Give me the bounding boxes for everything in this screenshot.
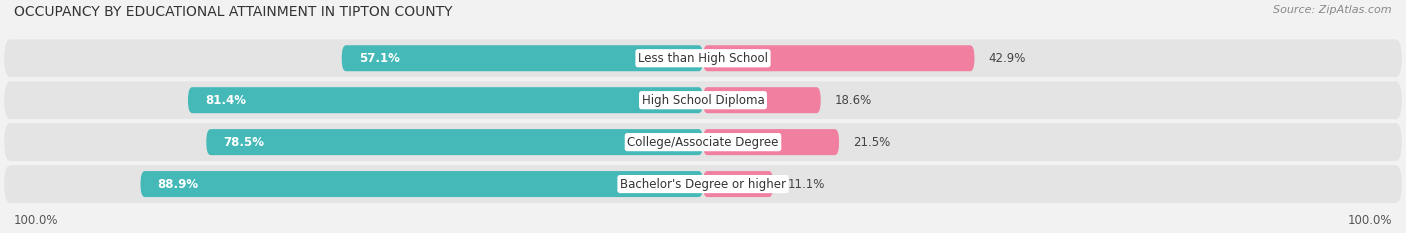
Text: 81.4%: 81.4% bbox=[205, 94, 246, 107]
FancyBboxPatch shape bbox=[4, 81, 1402, 119]
Text: 100.0%: 100.0% bbox=[14, 214, 59, 227]
Text: College/Associate Degree: College/Associate Degree bbox=[627, 136, 779, 149]
Text: 88.9%: 88.9% bbox=[157, 178, 198, 191]
FancyBboxPatch shape bbox=[703, 45, 974, 71]
Text: OCCUPANCY BY EDUCATIONAL ATTAINMENT IN TIPTON COUNTY: OCCUPANCY BY EDUCATIONAL ATTAINMENT IN T… bbox=[14, 5, 453, 19]
Text: 11.1%: 11.1% bbox=[787, 178, 825, 191]
FancyBboxPatch shape bbox=[141, 171, 703, 197]
FancyBboxPatch shape bbox=[4, 39, 1402, 77]
Text: 18.6%: 18.6% bbox=[835, 94, 872, 107]
Text: Source: ZipAtlas.com: Source: ZipAtlas.com bbox=[1274, 5, 1392, 15]
FancyBboxPatch shape bbox=[703, 87, 821, 113]
Text: 57.1%: 57.1% bbox=[359, 52, 399, 65]
Text: High School Diploma: High School Diploma bbox=[641, 94, 765, 107]
Text: 42.9%: 42.9% bbox=[988, 52, 1026, 65]
FancyBboxPatch shape bbox=[4, 165, 1402, 203]
Text: 78.5%: 78.5% bbox=[224, 136, 264, 149]
Text: Bachelor's Degree or higher: Bachelor's Degree or higher bbox=[620, 178, 786, 191]
FancyBboxPatch shape bbox=[4, 123, 1402, 161]
Text: 100.0%: 100.0% bbox=[1347, 214, 1392, 227]
FancyBboxPatch shape bbox=[703, 129, 839, 155]
FancyBboxPatch shape bbox=[188, 87, 703, 113]
Text: 21.5%: 21.5% bbox=[853, 136, 890, 149]
FancyBboxPatch shape bbox=[342, 45, 703, 71]
FancyBboxPatch shape bbox=[703, 171, 773, 197]
FancyBboxPatch shape bbox=[207, 129, 703, 155]
Text: Less than High School: Less than High School bbox=[638, 52, 768, 65]
